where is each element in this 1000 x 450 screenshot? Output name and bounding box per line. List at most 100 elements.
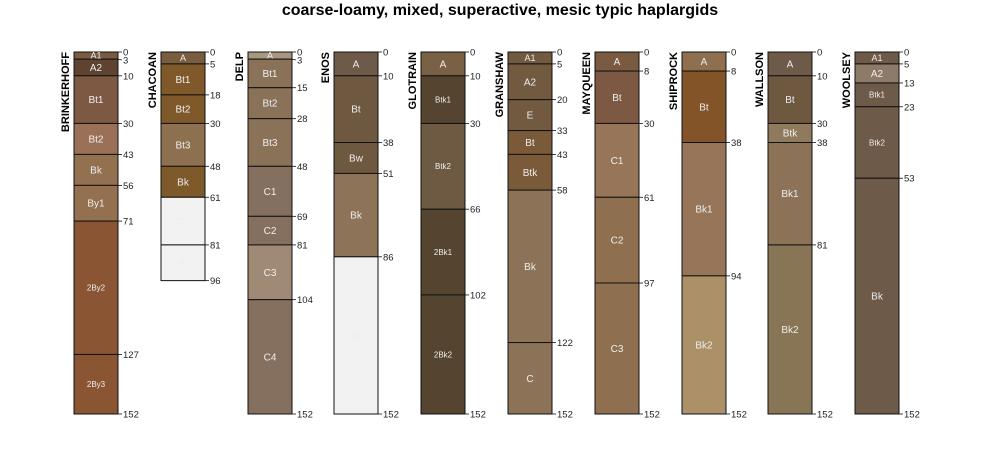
depth-label: 0 (470, 48, 475, 59)
horizon-label: Bk (524, 262, 537, 273)
depth-label: 10 (817, 71, 828, 82)
horizon-label: A2 (524, 77, 537, 88)
depth-label: 13 (904, 78, 915, 89)
horizon-label: A (440, 59, 447, 70)
horizon-c4 (247, 299, 293, 415)
horizon-label: C3 (611, 344, 624, 355)
horizon-2bk2 (420, 294, 466, 415)
horizon-bk2 (681, 275, 727, 415)
depth-label: 56 (123, 181, 134, 192)
horizon-label: C2 (611, 236, 624, 247)
depth-label: 48 (210, 162, 221, 173)
depth-label: 81 (210, 240, 221, 251)
horizon-label: Bt2 (175, 105, 190, 116)
horizon-label: 2By2 (87, 284, 106, 293)
horizon-label: C (526, 374, 533, 385)
depth-label: 5 (557, 59, 562, 70)
horizon-label: Bk (350, 211, 363, 222)
horizon-label: C4 (264, 352, 277, 363)
horizon-label: 2Bk1 (434, 248, 453, 257)
horizon-label: Bk (871, 292, 884, 303)
horizon-bk2 (767, 244, 813, 415)
horizon-label: Bt1 (88, 95, 103, 106)
depth-label: 104 (297, 295, 313, 306)
horizon-label: Bt (699, 102, 709, 113)
horizon-2bk1 (420, 208, 466, 296)
horizon-label: Btk1 (435, 95, 452, 104)
depth-label: 33 (557, 126, 568, 137)
horizon-label: 2Bk2 (434, 350, 453, 359)
horizon-btk1 (420, 75, 466, 124)
horizon-c2 (594, 196, 640, 284)
depth-label: 66 (470, 205, 481, 216)
depth-label: 0 (644, 48, 649, 59)
horizon-label: Bt (351, 105, 361, 116)
horizon-label: A1 (90, 51, 101, 61)
depth-label: 58 (557, 186, 568, 197)
depth-label: 152 (731, 410, 747, 421)
profile-name: MAYQUEEN (581, 52, 593, 115)
depth-label: 86 (383, 252, 394, 263)
depth-label: 0 (383, 48, 388, 59)
depth-label: 69 (297, 212, 308, 223)
horizon-c (507, 342, 553, 415)
depth-label: 18 (210, 90, 221, 101)
horizon-label: Btk2 (869, 138, 886, 147)
depth-tick (291, 58, 297, 61)
horizon-bt (767, 75, 813, 124)
horizon-bt2 (247, 87, 293, 120)
depth-label: 152 (557, 410, 573, 421)
depth-label: 102 (470, 290, 486, 301)
horizon-label: C1 (264, 187, 277, 198)
horizon-label: Bk (177, 177, 190, 188)
horizon-label: Cr (178, 217, 189, 228)
horizon-r (160, 244, 206, 282)
horizon-label: A (267, 51, 273, 61)
depth-label: 20 (557, 95, 568, 106)
horizon-2by3 (73, 353, 119, 415)
horizon-label: R (179, 258, 186, 269)
horizon-label: Bt1 (175, 75, 190, 86)
horizon-bw (333, 142, 379, 174)
horizon-label: C1 (611, 156, 624, 167)
depth-label: 97 (644, 279, 655, 290)
depth-label: 51 (383, 169, 394, 180)
horizon-label: C3 (264, 268, 277, 279)
depth-label: 0 (123, 48, 128, 59)
profile-name: ENOS (320, 52, 332, 83)
depth-label: 0 (731, 48, 736, 59)
horizon-bt1 (73, 75, 119, 124)
horizon-label: Bk1 (695, 205, 713, 216)
profile-name: WOOLSEY (841, 51, 853, 108)
depth-label: 3 (297, 56, 302, 67)
horizon-a2 (507, 63, 553, 101)
horizon-bt2 (160, 94, 206, 124)
depth-label: 30 (644, 119, 655, 130)
depth-label: 71 (123, 217, 134, 228)
horizon-label: Bt2 (88, 134, 103, 145)
depth-label: 0 (904, 48, 909, 59)
depth-label: 5 (904, 59, 909, 70)
horizon-label: 2By3 (87, 380, 106, 389)
horizon-bt3 (160, 122, 206, 167)
depth-label: 152 (470, 410, 486, 421)
depth-label: 0 (817, 48, 822, 59)
depth-label: 43 (123, 150, 134, 161)
horizon-label: Btk1 (869, 91, 886, 100)
horizon-btk2 (854, 106, 900, 179)
horizon-cr (333, 256, 379, 415)
horizon-bt (333, 75, 379, 143)
horizon-label: Bt3 (175, 140, 190, 151)
depth-label: 15 (297, 83, 308, 94)
horizon-label: Bt3 (262, 138, 277, 149)
horizon-bk (73, 153, 119, 186)
horizon-label: Bk (90, 165, 103, 176)
depth-label: 127 (123, 350, 139, 361)
horizon-label: A1 (524, 53, 535, 63)
depth-label: 96 (210, 276, 221, 287)
horizon-label: Bt (785, 95, 795, 106)
horizon-label: A2 (90, 63, 103, 74)
horizon-label: Btk2 (435, 162, 452, 171)
depth-label: 61 (210, 193, 221, 204)
